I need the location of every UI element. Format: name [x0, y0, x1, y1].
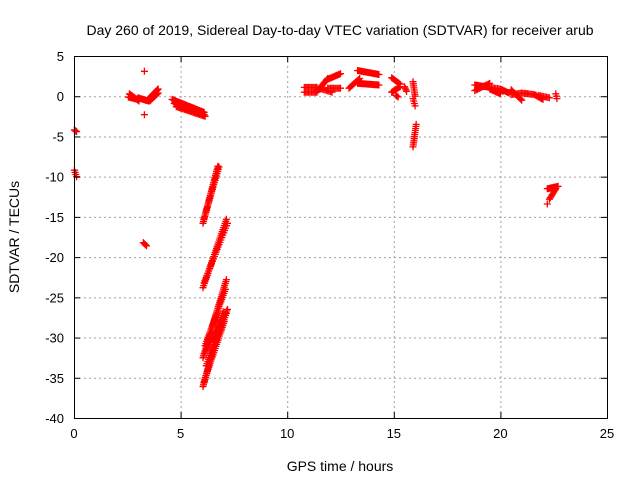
x-tick-labels: 0 5 10 15 20 25 [70, 426, 614, 441]
axis-ticks [74, 56, 608, 419]
y-tick-label: -30 [45, 331, 64, 346]
x-tick-label: 25 [600, 426, 614, 441]
y-tick-label: -40 [45, 411, 64, 426]
y-tick-label: -20 [45, 250, 64, 265]
x-tick-label: 5 [177, 426, 184, 441]
y-tick-label: -10 [45, 170, 64, 185]
y-tick-label: 0 [57, 89, 64, 104]
data-points [70, 67, 562, 391]
y-tick-label: 5 [57, 49, 64, 64]
marker-plus-series [70, 67, 562, 391]
x-tick-label: 15 [387, 426, 401, 441]
y-tick-label: -35 [45, 371, 64, 386]
grid-lines [74, 56, 607, 418]
x-axis-label: GPS time / hours [287, 458, 394, 474]
x-tick-label: 0 [70, 426, 77, 441]
x-tick-label: 10 [280, 426, 294, 441]
y-tick-label: -15 [45, 210, 64, 225]
chart-title: Day 260 of 2019, Sidereal Day-to-day VTE… [86, 22, 593, 38]
y-tick-labels: 5 0 -5 -10 -15 -20 -25 -30 -35 -40 [45, 49, 64, 426]
y-tick-label: -5 [52, 129, 64, 144]
plot-frame [74, 56, 608, 419]
x-tick-label: 20 [493, 426, 507, 441]
y-tick-label: -25 [45, 290, 64, 305]
y-axis-label: SDTVAR / TECUs [6, 181, 22, 293]
